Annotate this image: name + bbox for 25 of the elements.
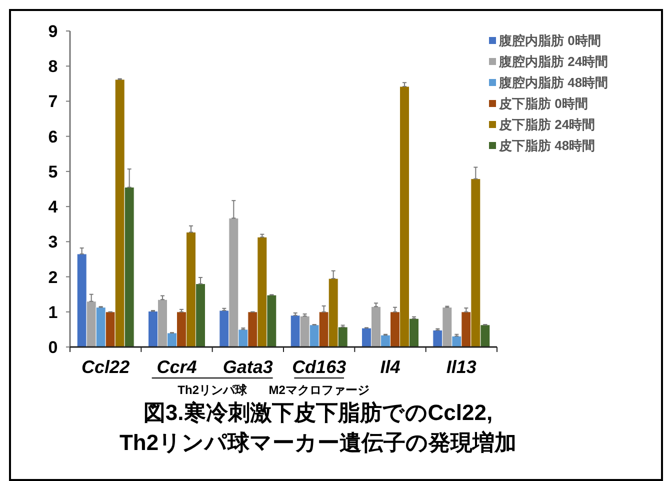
text: 図3.寒冷刺激下皮下脂肪でのCcl22, Th2リンパ球マーカー遺伝子の発現増加: [119, 400, 517, 455]
legend-label: 皮下脂肪 24時間: [498, 117, 596, 132]
y-tick-label: 1: [48, 302, 58, 322]
x-tick-label: Il4: [380, 357, 400, 377]
legend-label: 腹腔内脂肪 48時間: [498, 75, 608, 90]
legend-label: 腹腔内脂肪 0時間: [498, 33, 601, 48]
y-tick-label: 5: [48, 162, 58, 182]
x-tick-label: Ccr4: [156, 357, 197, 377]
y-tick-label: 9: [48, 22, 58, 41]
legend-label: 腹腔内脂肪 24時間: [498, 54, 608, 69]
y-tick-label: 0: [48, 338, 58, 357]
y-tick-label: 7: [48, 92, 58, 112]
x-tick-label: Gata3: [222, 357, 273, 377]
y-tick-label: 8: [48, 57, 58, 76]
y-tick-label: 3: [48, 232, 58, 252]
text: M2マクロファージ: [268, 383, 370, 397]
x-tick-label: Cd163: [292, 357, 346, 377]
legend-label: 皮下脂肪 0時間: [498, 96, 588, 111]
x-tick-label: Il13: [446, 357, 476, 377]
y-tick-label: 6: [48, 127, 58, 146]
legend-label: 皮下脂肪 48時間: [498, 138, 596, 153]
text: Th2リンパ球: [178, 383, 248, 397]
x-tick-label: Ccl22: [82, 357, 130, 377]
y-tick-label: 2: [48, 268, 58, 287]
y-tick-label: 4: [48, 198, 58, 217]
